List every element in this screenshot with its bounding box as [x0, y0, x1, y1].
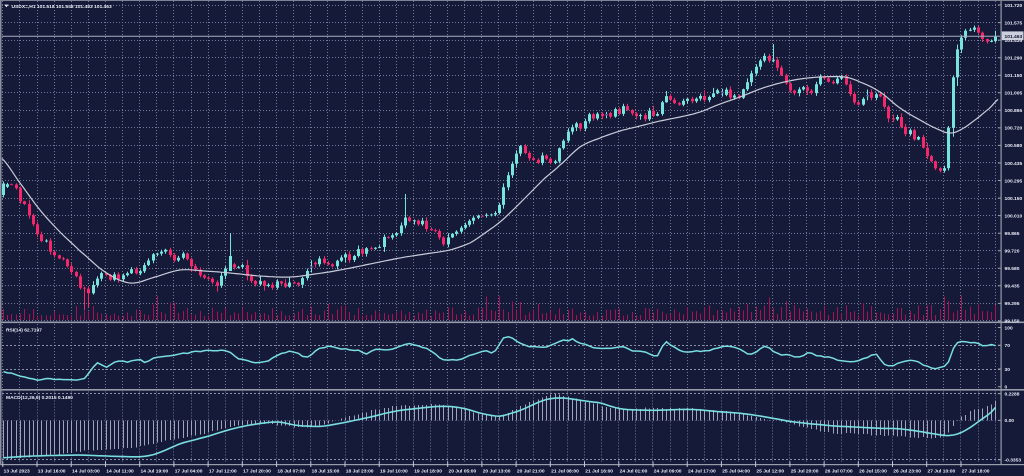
- svg-text:100.580: 100.580: [1005, 143, 1023, 149]
- svg-text:14 Jul 03:00: 14 Jul 03:00: [72, 468, 100, 474]
- svg-text:24 Jul 09:00: 24 Jul 09:00: [654, 468, 682, 474]
- svg-text:21 Jul 08:00: 21 Jul 08:00: [551, 468, 579, 474]
- svg-text:19 Jul 18:00: 19 Jul 18:00: [414, 468, 442, 474]
- svg-text:18 Jul 07:00: 18 Jul 07:00: [277, 468, 305, 474]
- svg-text:30: 30: [1005, 367, 1011, 373]
- svg-text:24 Jul 17:00: 24 Jul 17:00: [688, 468, 716, 474]
- svg-text:27 Jul 10:00: 27 Jul 10:00: [928, 468, 956, 474]
- svg-text:99.865: 99.865: [1005, 231, 1020, 237]
- svg-text:14 Jul 19:00: 14 Jul 19:00: [141, 468, 169, 474]
- svg-text:99.295: 99.295: [1005, 301, 1020, 307]
- svg-text:24 Jul 01:00: 24 Jul 01:00: [620, 468, 648, 474]
- svg-text:0.2288: 0.2288: [1005, 391, 1020, 397]
- svg-text:20 Jul 05:00: 20 Jul 05:00: [449, 468, 477, 474]
- svg-text:MACD(12,26,9) 0.2015 0.1490: MACD(12,26,9) 0.2015 0.1490: [6, 395, 73, 401]
- svg-text:99.150: 99.150: [1005, 319, 1020, 325]
- svg-text:101.290: 101.290: [1005, 56, 1023, 62]
- svg-text:17 Jul 20:00: 17 Jul 20:00: [243, 468, 271, 474]
- svg-text:USDX=,H1 101.518 101.548 101.: USDX=,H1 101.518 101.548 101.453 101.463: [12, 4, 112, 10]
- svg-text:RSI(14) 62.7197: RSI(14) 62.7197: [6, 327, 42, 333]
- svg-text:18 Jul 23:00: 18 Jul 23:00: [346, 468, 374, 474]
- svg-text:99.435: 99.435: [1005, 284, 1020, 290]
- svg-text:99.580: 99.580: [1005, 266, 1020, 272]
- svg-text:100.720: 100.720: [1005, 126, 1023, 132]
- svg-text:0: 0: [1005, 385, 1008, 391]
- svg-text:100.865: 100.865: [1005, 108, 1023, 114]
- svg-text:101.150: 101.150: [1005, 73, 1023, 79]
- svg-text:17 Jul 12:00: 17 Jul 12:00: [209, 468, 237, 474]
- svg-text:20 Jul 21:00: 20 Jul 21:00: [517, 468, 545, 474]
- svg-text:14 Jul 11:00: 14 Jul 11:00: [106, 468, 134, 474]
- svg-text:101.720: 101.720: [1005, 3, 1023, 9]
- svg-text:99.720: 99.720: [1005, 249, 1020, 255]
- svg-text:101.463: 101.463: [1005, 34, 1023, 40]
- svg-text:100.435: 100.435: [1005, 161, 1023, 167]
- svg-text:100.295: 100.295: [1005, 178, 1023, 184]
- svg-text:26 Jul 07:00: 26 Jul 07:00: [825, 468, 853, 474]
- svg-text:101.005: 101.005: [1005, 91, 1023, 97]
- svg-text:26 Jul 15:00: 26 Jul 15:00: [859, 468, 887, 474]
- svg-text:100.150: 100.150: [1005, 196, 1023, 202]
- svg-text:101.575: 101.575: [1005, 20, 1023, 26]
- svg-text:25 Jul 04:00: 25 Jul 04:00: [722, 468, 750, 474]
- svg-text:21 Jul 16:00: 21 Jul 16:00: [585, 468, 613, 474]
- svg-text:25 Jul 12:00: 25 Jul 12:00: [756, 468, 784, 474]
- svg-text:18 Jul 15:00: 18 Jul 15:00: [312, 468, 340, 474]
- svg-text:13 Jul 2023: 13 Jul 2023: [4, 468, 30, 474]
- svg-text:13 Jul 16:00: 13 Jul 16:00: [38, 468, 66, 474]
- svg-text:26 Jul 23:00: 26 Jul 23:00: [893, 468, 921, 474]
- svg-text:19 Jul 10:00: 19 Jul 10:00: [380, 468, 408, 474]
- svg-text:20 Jul 13:00: 20 Jul 13:00: [483, 468, 511, 474]
- svg-text:27 Jul 18:00: 27 Jul 18:00: [962, 468, 990, 474]
- svg-text:25 Jul 20:00: 25 Jul 20:00: [791, 468, 819, 474]
- svg-text:-0.3353: -0.3353: [1005, 458, 1022, 464]
- svg-text:17 Jul 04:00: 17 Jul 04:00: [175, 468, 203, 474]
- svg-text:0.00: 0.00: [1005, 418, 1015, 424]
- svg-text:100: 100: [1005, 325, 1013, 331]
- svg-text:101.435: 101.435: [1005, 38, 1023, 44]
- svg-text:70: 70: [1005, 343, 1011, 349]
- svg-text:100.010: 100.010: [1005, 213, 1023, 219]
